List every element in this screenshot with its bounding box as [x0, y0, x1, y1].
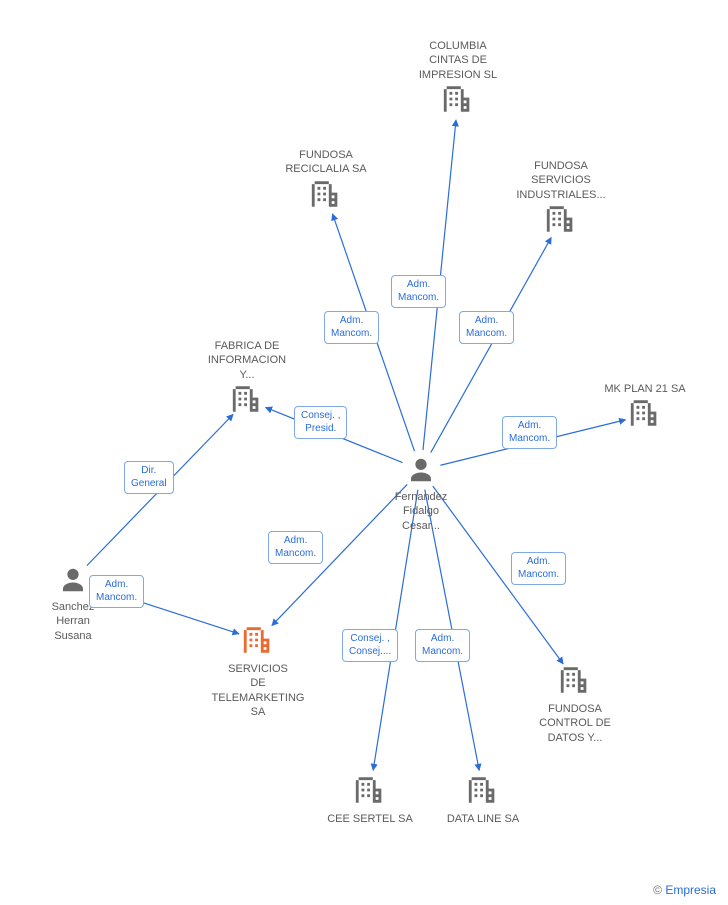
node-servind[interactable]: FUNDOSASERVICIOSINDUSTRIALES...	[506, 157, 616, 239]
node-fernandez[interactable]: FernandezFidalgoCesar...	[366, 455, 476, 533]
node-sertel[interactable]: CEE SERTEL SA	[315, 773, 425, 826]
watermark: © Empresia	[653, 883, 716, 897]
building-icon	[628, 396, 662, 430]
node-columbia[interactable]: COLUMBIACINTAS DEIMPRESION SL	[403, 37, 513, 119]
network-canvas: COLUMBIACINTAS DEIMPRESION SL FUNDOSAREC…	[0, 0, 728, 905]
node-label: CEE SERTEL SA	[315, 812, 425, 826]
edge-label[interactable]: Adm.Mancom.	[324, 311, 379, 344]
edge-label[interactable]: Adm.Mancom.	[89, 575, 144, 608]
node-label: FUNDOSARECICLALIA SA	[271, 148, 381, 177]
node-label: MK PLAN 21 SA	[590, 382, 700, 396]
building-icon	[558, 663, 592, 697]
building-icon	[544, 202, 578, 236]
node-mkplan[interactable]: MK PLAN 21 SA	[590, 380, 700, 433]
edge-label[interactable]: Consej. ,Presid.	[294, 406, 347, 439]
edge-label[interactable]: Adm.Mancom.	[391, 275, 446, 308]
building-icon	[441, 82, 475, 116]
building-icon	[230, 382, 264, 416]
building-icon	[353, 773, 387, 807]
watermark-brand: Empresia	[665, 883, 716, 897]
node-label: FUNDOSACONTROL DEDATOS Y...	[520, 702, 630, 745]
node-fabrica[interactable]: FABRICA DEINFORMACIONY...	[192, 337, 302, 419]
node-label: SERVICIOSDETELEMARKETING SA	[203, 662, 313, 719]
edge-label[interactable]: Adm.Mancom.	[268, 531, 323, 564]
node-telemkt[interactable]: SERVICIOSDETELEMARKETING SA	[203, 623, 313, 719]
node-label: FUNDOSASERVICIOSINDUSTRIALES...	[506, 159, 616, 202]
building-icon	[309, 177, 343, 211]
node-dataline[interactable]: DATA LINE SA	[428, 773, 538, 826]
node-label: FernandezFidalgoCesar...	[366, 490, 476, 533]
edge-label[interactable]: Consej. ,Consej....	[342, 629, 398, 662]
node-label: FABRICA DEINFORMACIONY...	[192, 339, 302, 382]
building-icon	[466, 773, 500, 807]
edge-label[interactable]: Dir.General	[124, 461, 174, 494]
edge-label[interactable]: Adm.Mancom.	[459, 311, 514, 344]
person-icon	[58, 565, 88, 595]
node-label: COLUMBIACINTAS DEIMPRESION SL	[403, 39, 513, 82]
node-control[interactable]: FUNDOSACONTROL DEDATOS Y...	[520, 663, 630, 745]
building-icon	[241, 623, 275, 657]
edge-label[interactable]: Adm.Mancom.	[511, 552, 566, 585]
edge-label[interactable]: Adm.Mancom.	[502, 416, 557, 449]
node-reciclalia[interactable]: FUNDOSARECICLALIA SA	[271, 146, 381, 214]
copyright-symbol: ©	[653, 883, 662, 897]
edges-layer	[0, 0, 728, 905]
edge-label[interactable]: Adm.Mancom.	[415, 629, 470, 662]
person-icon	[406, 455, 436, 485]
node-label: DATA LINE SA	[428, 812, 538, 826]
